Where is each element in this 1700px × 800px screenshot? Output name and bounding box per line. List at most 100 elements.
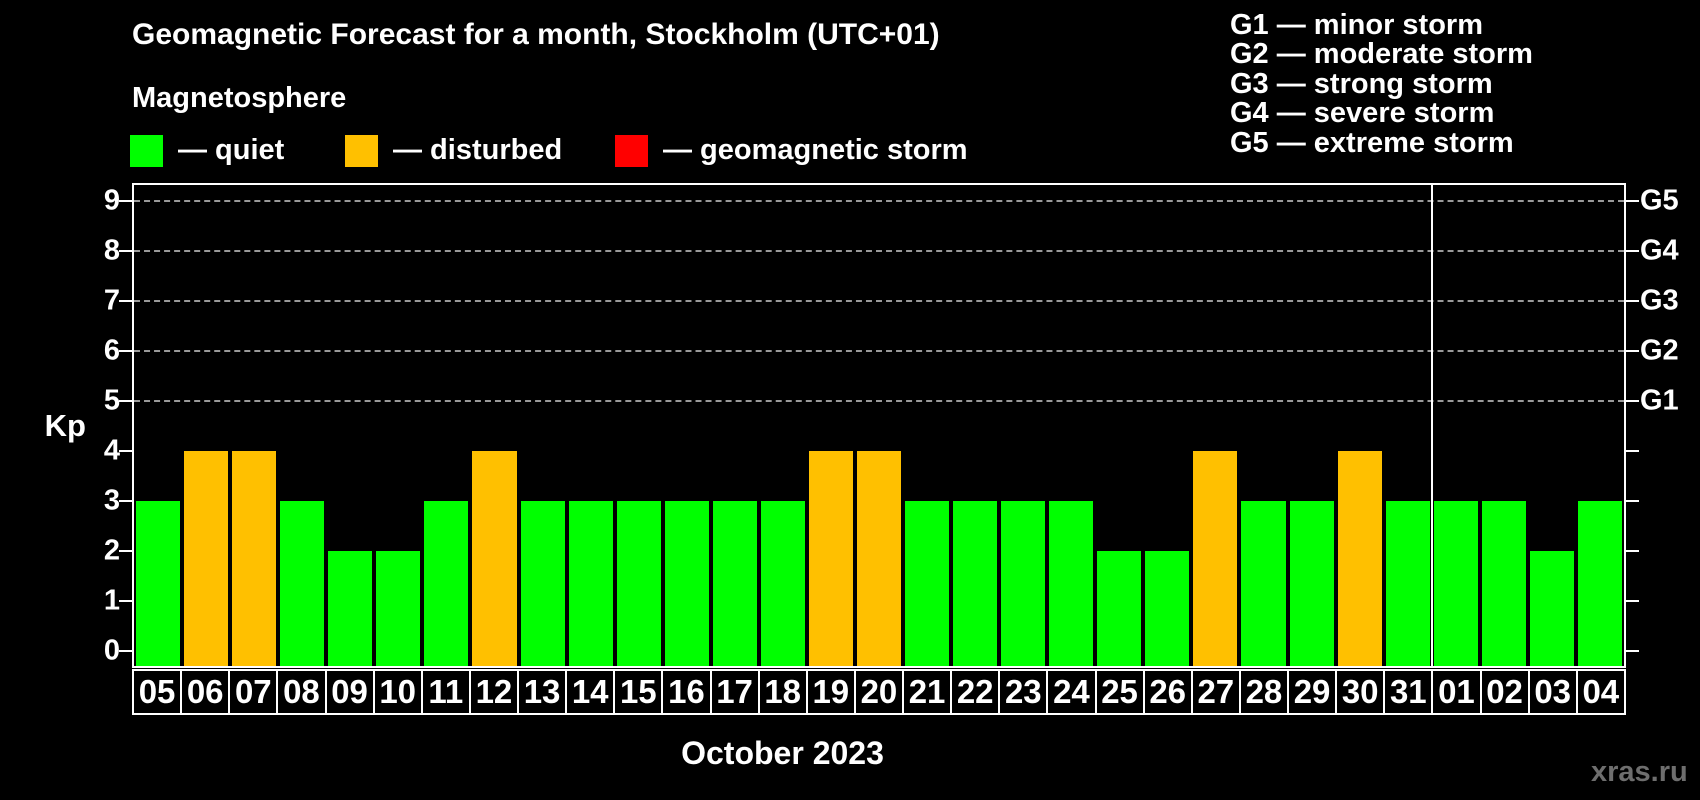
legend-label-quiet: — quiet bbox=[178, 134, 285, 166]
date-cell-15: 15 bbox=[613, 669, 664, 715]
kp-bar-19 bbox=[808, 451, 853, 666]
month-label: October 2023 bbox=[681, 735, 884, 771]
y-tick-left-0 bbox=[119, 650, 132, 652]
day-column-07 bbox=[230, 185, 278, 666]
gridline-kp-6 bbox=[134, 350, 1624, 352]
date-cell-06: 06 bbox=[180, 669, 231, 715]
day-column-03 bbox=[1528, 185, 1576, 666]
right-axis-label-g1: G1 bbox=[1640, 384, 1679, 417]
y-tick-left-5 bbox=[119, 400, 132, 402]
date-cell-07: 07 bbox=[228, 669, 279, 715]
day-column-14 bbox=[567, 185, 615, 666]
y-tick-left-7 bbox=[119, 300, 132, 302]
date-cell-21: 21 bbox=[902, 669, 953, 715]
day-column-20 bbox=[855, 185, 903, 666]
day-column-16 bbox=[663, 185, 711, 666]
kp-bar-30 bbox=[1337, 451, 1382, 666]
day-column-01 bbox=[1432, 185, 1480, 666]
kp-bar-29 bbox=[1289, 501, 1334, 666]
legend-label-storm: — geomagnetic storm bbox=[663, 134, 968, 166]
date-cell-22: 22 bbox=[950, 669, 1001, 715]
kp-bar-28 bbox=[1241, 501, 1286, 666]
day-column-27 bbox=[1191, 185, 1239, 666]
day-column-13 bbox=[519, 185, 567, 666]
y-tick-left-8 bbox=[119, 250, 132, 252]
y-tick-label-5: 5 bbox=[103, 384, 120, 417]
day-column-17 bbox=[711, 185, 759, 666]
gridline-kp-9 bbox=[134, 200, 1624, 202]
kp-bar-20 bbox=[856, 451, 901, 666]
date-cell-14: 14 bbox=[565, 669, 616, 715]
kp-bar-05 bbox=[136, 501, 181, 666]
y-tick-label-1: 1 bbox=[103, 584, 120, 617]
kp-bar-12 bbox=[472, 451, 517, 666]
kp-bar-08 bbox=[280, 501, 325, 666]
quiet-color-swatch bbox=[130, 134, 163, 167]
day-column-04 bbox=[1576, 185, 1624, 666]
y-tick-left-3 bbox=[119, 500, 132, 502]
kp-bar-27 bbox=[1193, 451, 1238, 666]
kp-bar-13 bbox=[520, 501, 565, 666]
kp-bar-26 bbox=[1145, 551, 1190, 666]
legend-item-quiet: — quiet bbox=[130, 134, 284, 167]
date-cell-09: 09 bbox=[324, 669, 375, 715]
y-tick-right-9 bbox=[1626, 200, 1639, 202]
watermark: xras.ru bbox=[1591, 756, 1688, 788]
kp-bar-18 bbox=[760, 501, 805, 666]
legend-item-storm: — geomagnetic storm bbox=[615, 134, 968, 167]
day-column-21 bbox=[903, 185, 951, 666]
date-cell-18: 18 bbox=[757, 669, 808, 715]
legend-label-disturbed: — disturbed bbox=[393, 134, 563, 166]
kp-bar-17 bbox=[712, 501, 757, 666]
date-cell-10: 10 bbox=[372, 669, 423, 715]
date-cell-23: 23 bbox=[998, 669, 1049, 715]
storm-scale-line-g5: G5 — extreme storm bbox=[1230, 126, 1514, 159]
y-axis-label: Kp bbox=[44, 408, 86, 443]
y-tick-label-9: 9 bbox=[103, 184, 120, 217]
y-tick-right-3 bbox=[1626, 500, 1639, 502]
date-cell-13: 13 bbox=[517, 669, 568, 715]
right-axis-label-g3: G3 bbox=[1640, 284, 1679, 317]
date-cell-04: 04 bbox=[1575, 669, 1626, 715]
storm-scale-line-g3: G3 — strong storm bbox=[1230, 67, 1493, 100]
day-column-19 bbox=[807, 185, 855, 666]
plot-area: Kp 0 1 2 3 4 5 6 7 8 9 G1 G2 G3 G4 G5 bbox=[45, 183, 1679, 668]
date-cell-02: 02 bbox=[1479, 669, 1530, 715]
day-column-30 bbox=[1336, 185, 1384, 666]
y-tick-right-5 bbox=[1626, 400, 1639, 402]
y-tick-label-4: 4 bbox=[103, 434, 120, 467]
right-axis-label-g4: G4 bbox=[1640, 234, 1679, 267]
y-tick-right-0 bbox=[1626, 650, 1639, 652]
legend-item-disturbed: — disturbed bbox=[345, 134, 562, 167]
y-tick-right-2 bbox=[1626, 550, 1639, 552]
day-column-23 bbox=[999, 185, 1047, 666]
day-column-24 bbox=[1047, 185, 1095, 666]
kp-bar-10 bbox=[376, 551, 421, 666]
day-column-11 bbox=[422, 185, 470, 666]
page-title: Geomagnetic Forecast for a month, Stockh… bbox=[132, 18, 940, 51]
date-cell-12: 12 bbox=[468, 669, 519, 715]
date-cell-28: 28 bbox=[1238, 669, 1289, 715]
kp-bar-24 bbox=[1049, 501, 1094, 666]
date-cell-25: 25 bbox=[1094, 669, 1145, 715]
date-cell-26: 26 bbox=[1142, 669, 1193, 715]
day-column-22 bbox=[951, 185, 999, 666]
day-column-15 bbox=[615, 185, 663, 666]
kp-bar-31 bbox=[1385, 501, 1430, 666]
kp-bar-11 bbox=[424, 501, 469, 666]
date-cell-20: 20 bbox=[853, 669, 904, 715]
kp-bar-09 bbox=[328, 551, 373, 666]
kp-bar-06 bbox=[184, 451, 229, 666]
day-column-09 bbox=[326, 185, 374, 666]
bars-layer bbox=[134, 185, 1624, 666]
y-tick-right-8 bbox=[1626, 250, 1639, 252]
kp-bar-02 bbox=[1481, 501, 1526, 666]
day-column-28 bbox=[1239, 185, 1287, 666]
kp-bar-16 bbox=[664, 501, 709, 666]
date-cell-08: 08 bbox=[276, 669, 327, 715]
kp-bar-14 bbox=[568, 501, 613, 666]
gridline-kp-8 bbox=[134, 250, 1624, 252]
right-axis-label-g5: G5 bbox=[1640, 184, 1679, 217]
date-cell-31: 31 bbox=[1383, 669, 1434, 715]
kp-bar-25 bbox=[1097, 551, 1142, 666]
